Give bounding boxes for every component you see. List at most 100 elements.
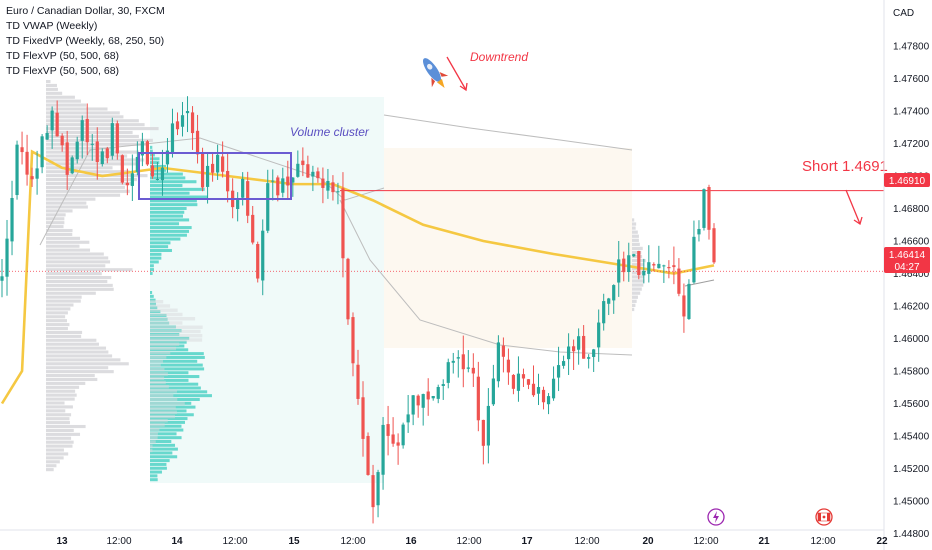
y-tick-label: 1.46400: [893, 269, 930, 280]
candle-body: [617, 259, 621, 283]
profile-row: [150, 168, 167, 172]
y-tick-label: 1.46800: [893, 204, 930, 215]
candle-body: [516, 373, 521, 391]
candle-body: [30, 176, 34, 180]
profile-row: [46, 268, 133, 272]
profile-row: [46, 99, 81, 103]
background-layer: [150, 97, 632, 483]
profile-row: [150, 355, 167, 359]
profile-row: [150, 397, 178, 402]
profile-row: [150, 161, 160, 165]
candle-body: [712, 228, 716, 263]
lightning-icon[interactable]: [707, 508, 725, 526]
profile-row: [150, 447, 178, 451]
candle-body: [702, 189, 706, 228]
candle-body: [50, 110, 54, 131]
indicator-flexvp-1[interactable]: TD FlexVP (50, 500, 68): [6, 50, 120, 62]
svg-text:04:27: 04:27: [894, 262, 919, 273]
profile-row: [150, 359, 198, 363]
candle-body: [35, 168, 39, 179]
x-tick-label: 20: [642, 536, 654, 547]
candle-body: [20, 147, 24, 153]
profile-row: [150, 302, 157, 306]
profile-row: [46, 417, 70, 421]
downtrend-label: Downtrend: [470, 50, 528, 64]
profile-row: [46, 362, 129, 366]
profile-row: [46, 158, 145, 162]
profile-row: [632, 226, 636, 230]
profile-row: [46, 432, 81, 436]
y-tick-label: 1.45200: [893, 464, 930, 475]
profile-row: [150, 218, 190, 222]
flex-profile-range-bg: [384, 148, 632, 348]
x-tick-label: 17: [521, 536, 533, 547]
candle-body: [526, 379, 531, 385]
candle-body: [40, 136, 44, 168]
profile-row: [632, 279, 645, 283]
events-layer: [707, 508, 833, 526]
profile-row: [150, 195, 208, 199]
profile-row: [150, 351, 171, 355]
profile-row: [46, 260, 111, 264]
indicator-flexvp-2[interactable]: TD FlexVP (50, 500, 68): [6, 65, 120, 77]
candle-body: [321, 178, 325, 188]
candle-body: [296, 163, 300, 177]
candle-body: [221, 156, 225, 172]
profile-row: [46, 248, 91, 252]
symbol-title[interactable]: Euro / Canadian Dollar, 30, FXCM: [6, 5, 165, 17]
profile-row: [150, 222, 180, 226]
profile-row: [150, 385, 169, 389]
profile-row: [46, 397, 75, 401]
profile-row: [46, 319, 67, 323]
volume-cluster-box[interactable]: [138, 152, 292, 200]
profile-row: [632, 242, 640, 246]
profile-row: [46, 240, 90, 244]
profile-row: [150, 359, 164, 363]
candle-body: [55, 112, 59, 137]
profile-row: [46, 413, 72, 417]
profile-row: [150, 342, 180, 346]
indicator-vwap[interactable]: TD VWAP (Weekly): [6, 20, 98, 32]
profile-row: [150, 210, 185, 214]
candle-body: [672, 265, 676, 268]
profile-row: [46, 291, 96, 295]
profile-row: [150, 424, 182, 428]
profile-row: [632, 299, 637, 303]
profile-row: [46, 256, 109, 260]
candles-layer: [0, 96, 716, 524]
candle-body: [476, 376, 480, 421]
canada-flag-icon[interactable]: [815, 508, 833, 526]
profile-row: [150, 260, 159, 264]
candle-body: [80, 120, 84, 141]
profile-row: [150, 317, 196, 321]
candle-body: [521, 374, 526, 379]
candle-body: [170, 123, 175, 153]
candle-body: [190, 112, 195, 134]
currency-label: CAD: [893, 8, 914, 19]
profile-row: [46, 225, 64, 229]
profile-row: [46, 452, 69, 456]
profile-row: [150, 470, 162, 474]
y-tick-label: 1.46200: [893, 302, 930, 313]
candle-body: [536, 387, 541, 394]
candle-body: [70, 157, 74, 174]
profile-row: [46, 370, 114, 374]
candle-body: [531, 383, 536, 396]
candle-body: [90, 143, 94, 145]
profile-row: [150, 191, 190, 195]
profile-row: [46, 111, 120, 115]
profile-row: [150, 419, 168, 423]
indicator-fixedvp[interactable]: TD FixedVP (Weekly, 68, 250, 50): [6, 35, 165, 47]
candle-body: [491, 378, 495, 405]
profile-row: [46, 91, 63, 95]
candle-body: [336, 191, 340, 193]
candle-body: [105, 148, 109, 159]
profile-row: [150, 300, 164, 304]
profile-row: [46, 323, 70, 327]
candle-body: [682, 295, 686, 317]
profile-row: [46, 189, 130, 193]
y-tick-label: 1.46000: [893, 334, 930, 345]
candle-body: [592, 349, 596, 357]
candle-body: [647, 262, 651, 274]
